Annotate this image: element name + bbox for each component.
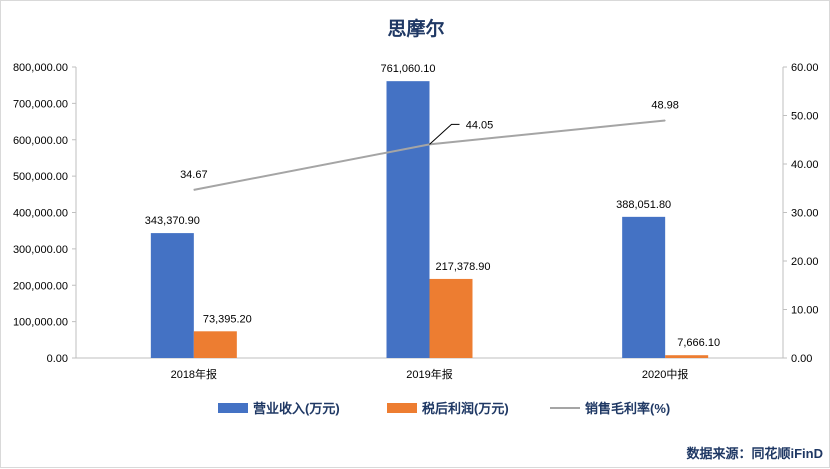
legend-swatch xyxy=(218,403,248,413)
left-tick-label: 700,000.00 xyxy=(13,98,68,110)
right-tick-label: 30.00 xyxy=(791,208,819,220)
left-tick-label: 200,000.00 xyxy=(13,280,68,292)
right-tick-label: 0.00 xyxy=(791,353,812,365)
line-data-label: 48.98 xyxy=(651,99,679,111)
line-point xyxy=(664,119,666,121)
legend-label: 税后利润(万元) xyxy=(422,401,509,416)
bar-data-label: 7,666.10 xyxy=(677,337,720,349)
x-category-label: 2019年报 xyxy=(406,367,452,381)
bar-data-label: 217,378.90 xyxy=(435,261,490,273)
x-category-label: 2020中报 xyxy=(642,367,688,381)
bar-revenue xyxy=(622,216,666,358)
legend-swatch xyxy=(387,403,417,413)
bar-profit xyxy=(665,355,709,358)
bar-profit xyxy=(429,278,473,358)
right-tick-label: 60.00 xyxy=(791,62,819,74)
left-tick-label: 800,000.00 xyxy=(13,62,68,74)
left-tick-label: 100,000.00 xyxy=(13,317,68,329)
right-tick-label: 50.00 xyxy=(791,111,819,123)
line-data-label: 44.05 xyxy=(466,119,494,131)
left-tick-label: 0.00 xyxy=(47,353,68,365)
left-tick-label: 300,000.00 xyxy=(13,244,68,256)
left-tick-label: 400,000.00 xyxy=(13,208,68,220)
left-tick-label: 500,000.00 xyxy=(13,171,68,183)
axes: 0.00 100,000.00 200,000.00 300,000.00 400,00… xyxy=(13,62,819,381)
bar-revenue xyxy=(386,81,430,358)
source-note: 数据来源：同花顺iFinD xyxy=(687,446,824,461)
chart-title: 思摩尔 xyxy=(387,17,444,40)
bar-data-label: 761,060.10 xyxy=(380,63,435,75)
bar-data-label: 73,395.20 xyxy=(203,313,252,325)
right-tick-label: 10.00 xyxy=(791,305,819,317)
bar-profit xyxy=(193,331,237,358)
legend: 营业收入(万元) 税后利润(万元) 销售毛利率(%) xyxy=(218,401,670,416)
data-labels: 343,370.90 761,060.10 388,051.80 73,395.20 2… xyxy=(145,63,720,349)
bar-data-label: 388,051.80 xyxy=(616,199,671,211)
right-tick-label: 40.00 xyxy=(791,159,819,171)
bars xyxy=(150,81,709,358)
bar-data-label: 343,370.90 xyxy=(145,215,200,227)
label-leader-line xyxy=(429,123,460,145)
x-category-label: 2018年报 xyxy=(171,367,217,381)
legend-label: 营业收入(万元) xyxy=(253,401,340,416)
right-tick-label: 20.00 xyxy=(791,256,819,268)
line-series xyxy=(193,119,666,191)
line-point xyxy=(193,189,195,191)
legend-label: 销售毛利率(%) xyxy=(585,401,670,416)
left-tick-label: 600,000.00 xyxy=(13,135,68,147)
line-data-label: 34.67 xyxy=(180,169,208,181)
bar-revenue xyxy=(150,233,194,358)
